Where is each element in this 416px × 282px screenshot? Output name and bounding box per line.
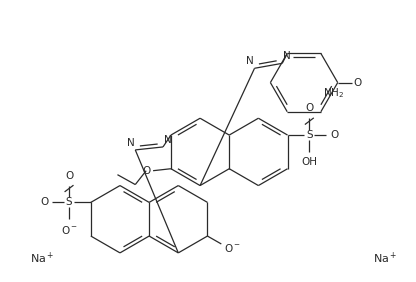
- Text: O: O: [330, 130, 338, 140]
- Text: N: N: [283, 51, 291, 61]
- Text: N: N: [246, 56, 253, 66]
- Text: Na$^+$: Na$^+$: [373, 251, 398, 266]
- Text: S: S: [306, 130, 313, 140]
- Text: O: O: [40, 197, 48, 207]
- Text: O: O: [305, 103, 313, 113]
- Text: O: O: [65, 171, 73, 180]
- Text: O$^-$: O$^-$: [224, 242, 241, 254]
- Text: Na$^+$: Na$^+$: [30, 251, 54, 266]
- Text: O: O: [354, 78, 362, 88]
- Text: O$^-$: O$^-$: [61, 224, 77, 236]
- Text: OH: OH: [301, 157, 317, 167]
- Text: N: N: [126, 138, 134, 148]
- Text: N: N: [164, 135, 172, 145]
- Text: O: O: [143, 166, 151, 176]
- Text: NH$_2$: NH$_2$: [323, 86, 344, 100]
- Text: S: S: [66, 197, 72, 207]
